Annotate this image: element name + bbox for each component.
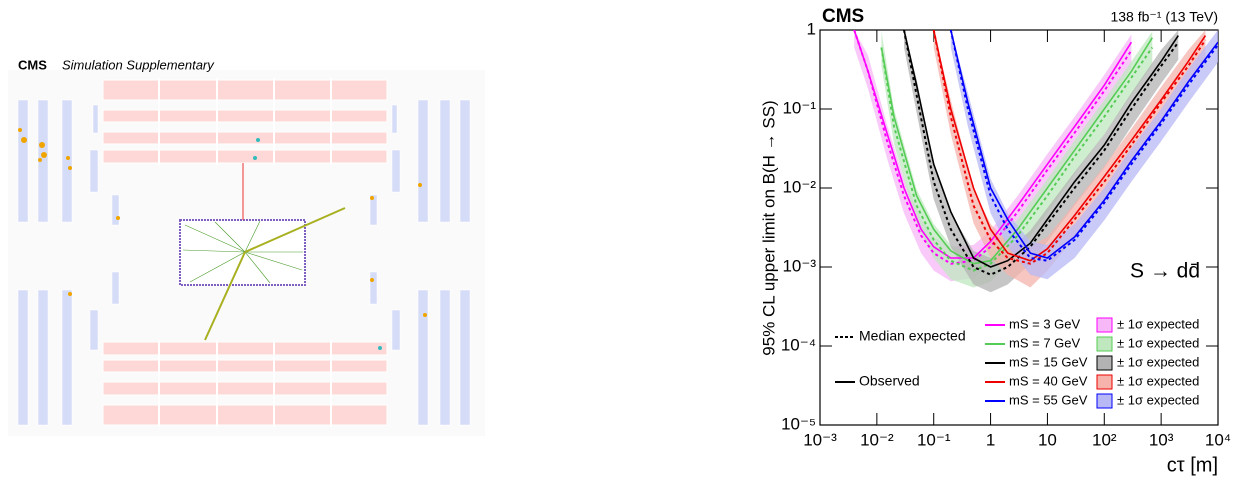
y-tick-label: 10⁻² xyxy=(782,177,816,196)
y-tick-label: 10⁻³ xyxy=(782,256,816,275)
event-display: CMS Simulation Supplementary xyxy=(8,57,485,436)
legend-label: mS = 7 GeV xyxy=(1009,335,1080,350)
hit xyxy=(378,346,382,350)
display-sublabel: Simulation Supplementary xyxy=(62,57,215,72)
y-tick-label: 10⁻¹ xyxy=(782,98,816,117)
display-label: CMS xyxy=(18,57,47,72)
endcap-calorimeter xyxy=(102,78,388,427)
legend-label: mS = 15 GeV xyxy=(1009,354,1088,369)
hit xyxy=(253,156,257,160)
observed-line xyxy=(950,30,1218,259)
legend-band-label: ± 1σ expected xyxy=(1117,335,1199,350)
x-tick-label: 10² xyxy=(1092,430,1117,449)
observed-line xyxy=(903,30,1179,268)
plot-area xyxy=(853,30,1218,293)
x-tick-label: 10⁴ xyxy=(1205,430,1231,449)
muon-chambers xyxy=(17,99,471,426)
annotation: S → dd̄ xyxy=(1130,260,1200,283)
legend-band-label: ± 1σ expected xyxy=(1117,354,1199,369)
x-tick-label: 10⁻³ xyxy=(803,430,837,449)
band xyxy=(950,30,1218,280)
band xyxy=(904,30,1179,293)
expected-line xyxy=(932,30,1207,265)
plot-frame xyxy=(819,29,1219,426)
legend-expected-label: Median expected xyxy=(859,328,966,344)
chart-subtitle: 138 fb⁻¹ (13 TeV) xyxy=(1110,9,1218,25)
chart: CMS 138 fb⁻¹ (13 TeV) cτ [m] 95% CL uppe… xyxy=(759,6,1219,476)
observed-line xyxy=(880,37,1153,265)
x-tick-label: 10⁻¹ xyxy=(917,430,951,449)
legend-band-key xyxy=(1096,336,1113,352)
x-tick-label: 10 xyxy=(1038,430,1057,449)
legend-band-key xyxy=(1096,393,1113,409)
y-tick-label: 10⁻⁴ xyxy=(781,335,816,354)
hit xyxy=(256,138,260,142)
legend-band-label: ± 1σ expected xyxy=(1117,392,1199,407)
x-tick-label: 10³ xyxy=(1149,430,1174,449)
observed-line xyxy=(932,30,1207,262)
legend-band-label: ± 1σ expected xyxy=(1117,373,1199,388)
legend-label: mS = 55 GeV xyxy=(1009,392,1088,407)
legend-label: mS = 40 GeV xyxy=(1009,373,1088,388)
legend-band-key xyxy=(1096,317,1113,333)
tracker xyxy=(179,219,306,286)
expected-line xyxy=(880,46,1154,272)
legend-band-key xyxy=(1096,355,1113,371)
jet xyxy=(204,251,246,341)
y-tick-label: 1 xyxy=(807,19,816,38)
x-tick-label: 10⁻² xyxy=(860,430,894,449)
y-tick-label: 10⁻⁵ xyxy=(781,414,816,433)
legend-band-label: ± 1σ expected xyxy=(1117,316,1199,331)
y-axis-label: 95% CL upper limit on B(H → SS) xyxy=(759,100,778,355)
chart-title: CMS xyxy=(822,6,864,27)
legend-label: mS = 3 GeV xyxy=(1009,316,1080,331)
hits xyxy=(18,128,427,317)
x-tick-label: 1 xyxy=(986,430,995,449)
jet xyxy=(244,207,346,253)
legend-observed-label: Observed xyxy=(859,373,920,389)
x-axis-label: cτ [m] xyxy=(1167,454,1218,476)
legend-band-key xyxy=(1096,374,1113,390)
